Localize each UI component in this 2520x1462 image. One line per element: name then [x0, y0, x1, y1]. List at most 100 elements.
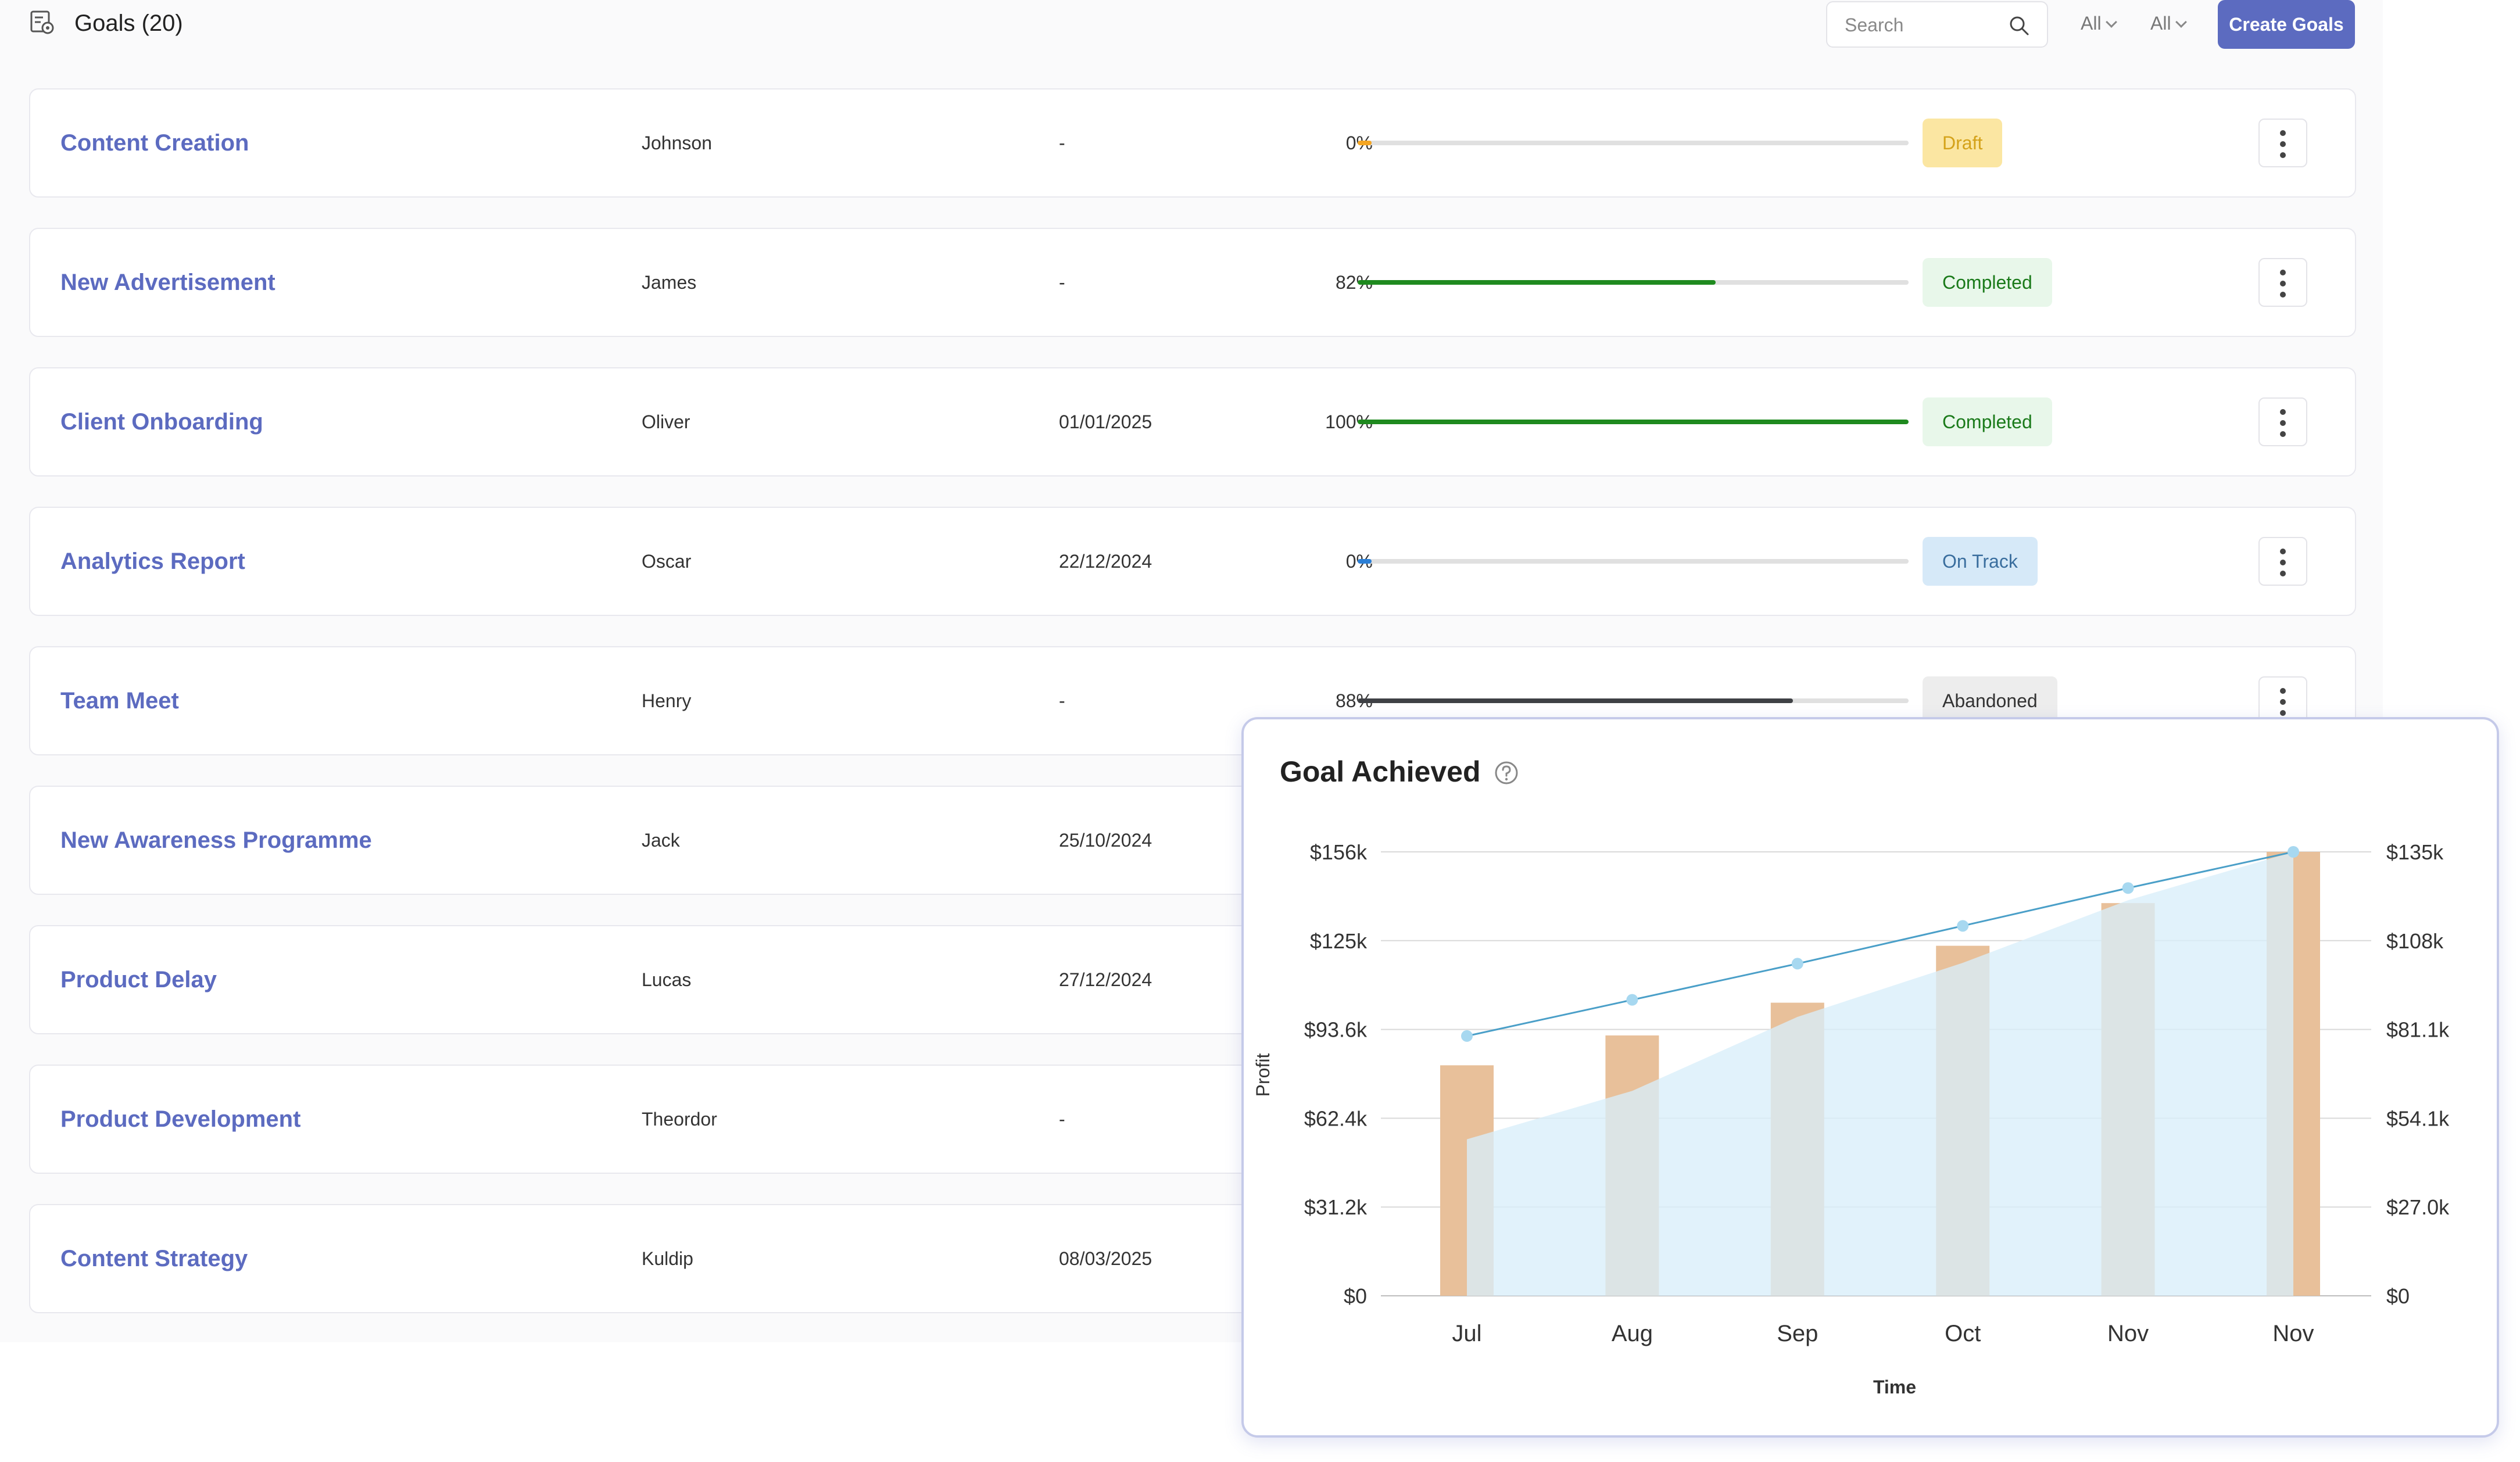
more-vertical-icon	[2280, 130, 2286, 158]
goal-due-date: 22/12/2024	[1059, 551, 1152, 572]
goal-name-link[interactable]: New Awareness Programme	[60, 827, 372, 853]
goal-name-link[interactable]: Analytics Report	[60, 549, 245, 574]
goal-name-link[interactable]: Product Development	[60, 1106, 301, 1132]
chart-line-point	[1957, 920, 1969, 932]
chart-line-point	[2122, 882, 2134, 894]
chart-line-point	[1626, 994, 1638, 1006]
goal-due-date: 27/12/2024	[1059, 969, 1152, 990]
goal-achieved-chart-popup: Goal Achieved $0 $0 $31.2k $27.0k $62.4k $54.…	[1241, 717, 2499, 1438]
goal-row[interactable]: Team Meet Henry -88% Abandoned	[29, 646, 2356, 755]
goal-owner: Oliver	[642, 411, 690, 432]
goal-due-date: 08/03/2025	[1059, 1248, 1152, 1269]
goal-progress-label: 0%	[1268, 550, 1373, 573]
goal-progress-bar	[1358, 559, 1909, 564]
chart-line-point	[1791, 958, 1803, 970]
filter-dropdown-1[interactable]: All	[2081, 10, 2117, 36]
search-box[interactable]	[1826, 1, 2048, 48]
goal-progress-bar	[1358, 420, 1909, 424]
x-tick-label: Sep	[1777, 1321, 1818, 1346]
goal-owner: Theordor	[642, 1109, 717, 1130]
goal-name-link[interactable]: New Advertisement	[60, 270, 275, 295]
filter-dropdown-2[interactable]: All	[2150, 10, 2187, 36]
goal-progress-fill	[1358, 559, 1372, 564]
x-tick-label: Nov	[2107, 1321, 2149, 1346]
chart-title: Goal Achieved	[1280, 755, 1481, 788]
y-tick-right: $81.1k	[2386, 1018, 2450, 1042]
y-tick-left: $62.4k	[1304, 1106, 1368, 1130]
more-vertical-icon	[2280, 270, 2286, 298]
search-icon[interactable]	[2007, 14, 2031, 37]
y-tick-left: $31.2k	[1304, 1195, 1368, 1219]
more-vertical-icon	[2280, 688, 2286, 716]
goal-progress-label: 0%	[1268, 131, 1373, 155]
chart-line-point	[1461, 1030, 1473, 1042]
y-tick-right: $108k	[2386, 929, 2444, 953]
row-more-options-button[interactable]	[2258, 537, 2307, 586]
x-tick-label: Jul	[1452, 1321, 1481, 1346]
goal-status-badge: On Track	[1923, 537, 2038, 586]
help-icon[interactable]	[1494, 760, 1519, 786]
goal-owner: Jack	[642, 830, 680, 851]
more-vertical-icon	[2280, 549, 2286, 576]
row-more-options-button[interactable]	[2258, 397, 2307, 446]
goal-name-link[interactable]: Client Onboarding	[60, 409, 263, 435]
goal-owner: Johnson	[642, 132, 712, 153]
goal-status-badge: Completed	[1923, 258, 2052, 307]
goal-progress-fill	[1358, 698, 1793, 703]
goal-row[interactable]: New Advertisement James - 82% Completed	[29, 228, 2356, 337]
x-tick-label: Oct	[1945, 1321, 1981, 1346]
y-tick-right: $0	[2386, 1284, 2410, 1308]
goal-row[interactable]: Content Creation Johnson - 0% Draft	[29, 88, 2356, 198]
row-more-options-button[interactable]	[2258, 119, 2307, 167]
goal-owner: Oscar	[642, 551, 692, 572]
y-tick-right: $27.0k	[2386, 1195, 2450, 1219]
create-goals-button[interactable]: Create Goals	[2218, 0, 2355, 49]
page-title: Goals (20)	[74, 10, 183, 36]
y-tick-left: $125k	[1310, 929, 1368, 953]
goals-page: Goals (20) All All Create Goals Content …	[29, 0, 2356, 1313]
y-axis-label: Profit	[1252, 1054, 1273, 1097]
goal-status-badge: Completed	[1923, 397, 2052, 446]
goal-row[interactable]: Analytics Report Oscar 22/12/2024 0% On Trac…	[29, 507, 2356, 616]
goal-owner: Kuldip	[642, 1248, 693, 1269]
filter-1-label: All	[2081, 13, 2102, 34]
goal-name-link[interactable]: Product Delay	[60, 967, 217, 992]
filter-2-label: All	[2150, 13, 2171, 34]
chart-line-point	[2288, 846, 2299, 858]
x-tick-label: Nov	[2272, 1321, 2314, 1346]
goal-progress-fill	[1358, 420, 1909, 424]
goal-name-link[interactable]: Content Strategy	[60, 1246, 248, 1271]
chevron-down-icon	[2105, 16, 2117, 28]
goal-due-date: -	[1059, 132, 1065, 153]
goal-owner: Henry	[642, 690, 692, 711]
x-axis-label: Time	[1873, 1377, 1916, 1397]
goal-name-link[interactable]: Content Creation	[60, 130, 249, 156]
goal-progress-bar	[1358, 280, 1909, 285]
goal-name-link[interactable]: Team Meet	[60, 688, 179, 714]
goal-progress-label: 88%	[1335, 690, 1373, 711]
y-tick-right: $135k	[2386, 840, 2444, 864]
goal-due-date: 01/01/2025	[1059, 411, 1152, 432]
goal-due-date: -	[1059, 272, 1065, 293]
chart-area	[1467, 852, 2293, 1296]
goal-row[interactable]: Client Onboarding Oliver 01/01/2025 100% Com…	[29, 367, 2356, 476]
goal-owner: James	[642, 272, 697, 293]
y-tick-left: $0	[1344, 1284, 1367, 1308]
goal-progress-fill	[1358, 141, 1372, 145]
search-input[interactable]	[1845, 13, 2007, 37]
goal-progress-bar	[1358, 698, 1909, 703]
goals-list-icon	[30, 10, 54, 34]
row-more-options-button[interactable]	[2258, 258, 2307, 307]
more-vertical-icon	[2280, 409, 2286, 437]
goal-due-date: -	[1059, 1109, 1065, 1130]
goal-progress-bar	[1358, 141, 1909, 145]
goal-owner: Lucas	[642, 969, 692, 990]
goal-progress-fill	[1358, 280, 1716, 285]
y-tick-left: $156k	[1310, 840, 1368, 864]
y-tick-left: $93.6k	[1304, 1018, 1368, 1042]
goal-chart: $0 $0 $31.2k $27.0k $62.4k $54.1k $93.6k $81.1k…	[1252, 840, 2450, 1397]
chevron-down-icon	[2175, 16, 2187, 28]
goal-progress-label: 82%	[1335, 272, 1373, 293]
chart-line	[1466, 851, 2294, 1037]
x-tick-label: Aug	[1612, 1321, 1653, 1346]
